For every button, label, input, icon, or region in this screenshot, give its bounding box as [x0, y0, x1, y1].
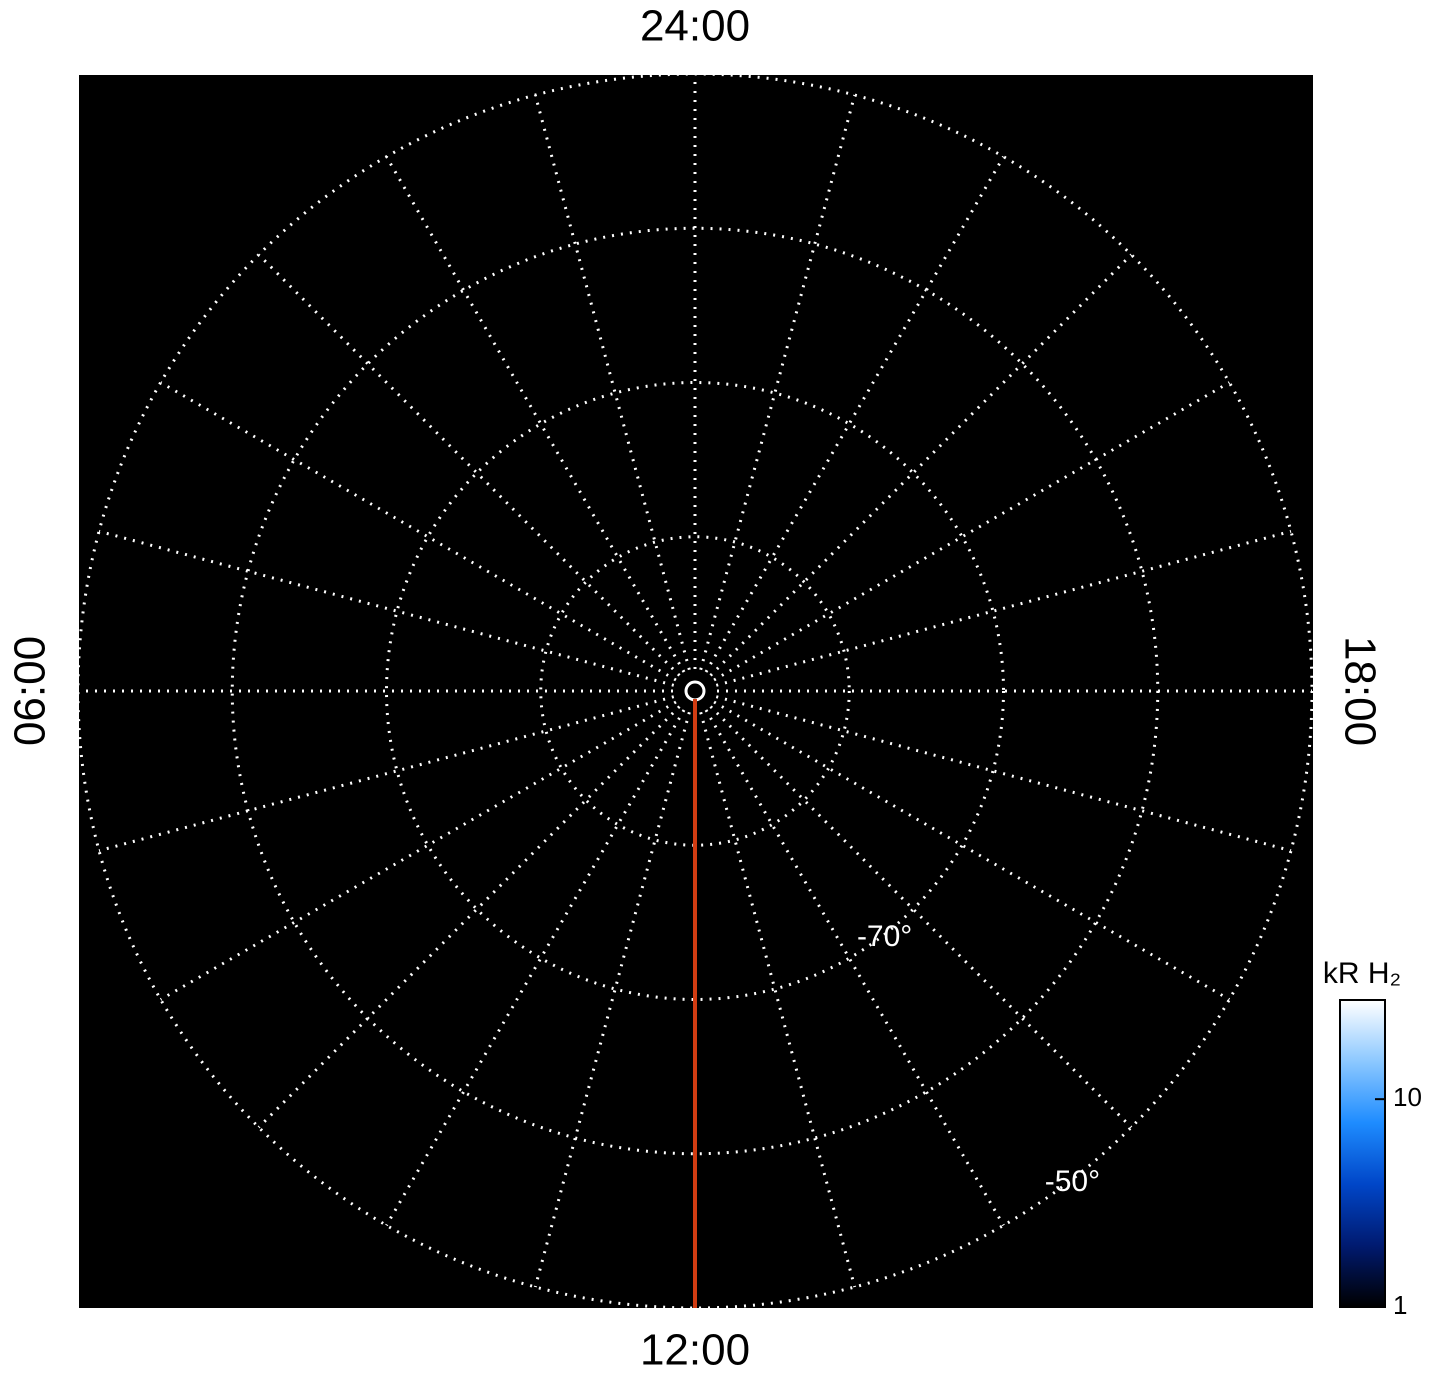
meridian — [699, 711, 857, 1288]
local-time-label: 06:00 — [6, 636, 55, 746]
meridian — [699, 94, 857, 671]
meridian — [715, 529, 1292, 687]
meridian — [159, 700, 677, 1001]
local-time-label: 24:00 — [640, 2, 750, 51]
latitude-circle — [385, 381, 1005, 1001]
meridian — [713, 381, 1231, 682]
meridian — [257, 705, 681, 1129]
colorbar — [1339, 999, 1386, 1308]
meridian — [98, 529, 675, 687]
meridian — [713, 700, 1231, 1001]
meridian — [385, 709, 686, 1227]
meridian — [385, 155, 686, 673]
colorbar-tick-label: 10 — [1393, 1082, 1422, 1112]
meridian — [715, 695, 1292, 853]
meridian — [98, 695, 675, 853]
meridian — [257, 253, 681, 677]
latitude-label: -70° — [857, 920, 912, 953]
meridian — [704, 709, 1005, 1227]
meridian — [533, 94, 691, 671]
meridian — [709, 253, 1133, 677]
latitude-label: -50° — [1045, 1165, 1100, 1198]
meridian — [709, 705, 1133, 1129]
local-time-label: 12:00 — [640, 1326, 750, 1375]
latitude-circle — [230, 226, 1160, 1156]
colorbar-tick-label: 1 — [1393, 1290, 1407, 1320]
grid — [79, 75, 1313, 1308]
meridian — [533, 711, 691, 1288]
meridian — [159, 381, 677, 682]
local-time-label: 18:00 — [1335, 636, 1384, 746]
meridian — [704, 155, 1005, 673]
latitude-circle — [539, 535, 851, 847]
colorbar-label: kR H₂ — [1323, 957, 1401, 990]
